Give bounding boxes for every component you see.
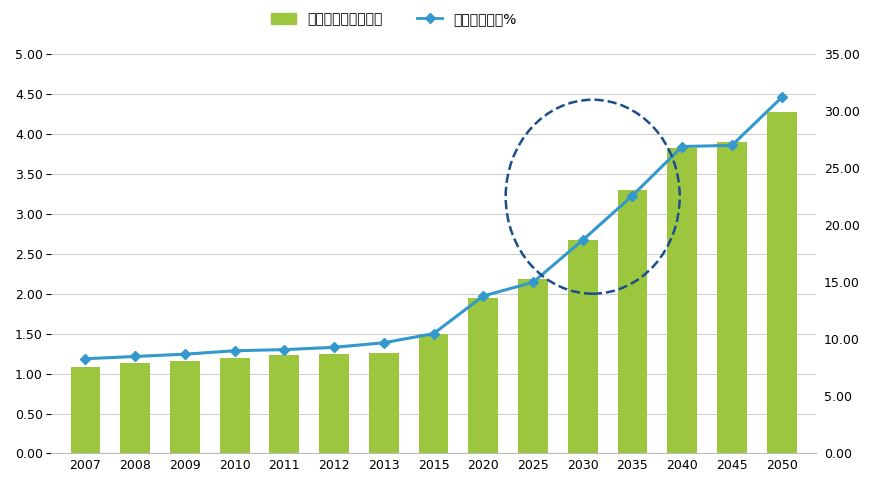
老年人口占比% — [229, 348, 240, 354]
Bar — [766, 112, 796, 453]
Bar — [518, 280, 548, 453]
老年人口占比% — [428, 331, 438, 337]
老年人口占比% — [727, 143, 738, 149]
Bar — [71, 367, 101, 453]
Bar — [418, 334, 449, 453]
Bar — [717, 142, 747, 453]
Bar — [319, 355, 349, 453]
老年人口占比% — [528, 280, 538, 285]
老年人口占比% — [279, 347, 290, 353]
Bar — [270, 355, 299, 453]
Bar — [618, 190, 648, 453]
Line: 老年人口占比%: 老年人口占比% — [82, 94, 785, 362]
老年人口占比% — [677, 144, 688, 150]
Bar — [369, 353, 399, 453]
老年人口占比% — [130, 354, 140, 359]
老年人口占比% — [329, 344, 340, 350]
老年人口占比% — [478, 293, 488, 299]
Bar — [120, 363, 150, 453]
老年人口占比% — [627, 193, 638, 199]
Bar — [468, 298, 498, 453]
老年人口占比% — [776, 94, 787, 100]
Bar — [568, 240, 598, 453]
Bar — [668, 148, 697, 453]
Bar — [170, 361, 200, 453]
老年人口占比% — [179, 351, 190, 357]
Bar — [220, 358, 249, 453]
老年人口占比% — [379, 340, 389, 346]
老年人口占比% — [578, 237, 588, 243]
Legend: 老年人口数（亿人）, 老年人口占比%: 老年人口数（亿人）, 老年人口占比% — [265, 7, 522, 32]
老年人口占比% — [80, 356, 91, 362]
